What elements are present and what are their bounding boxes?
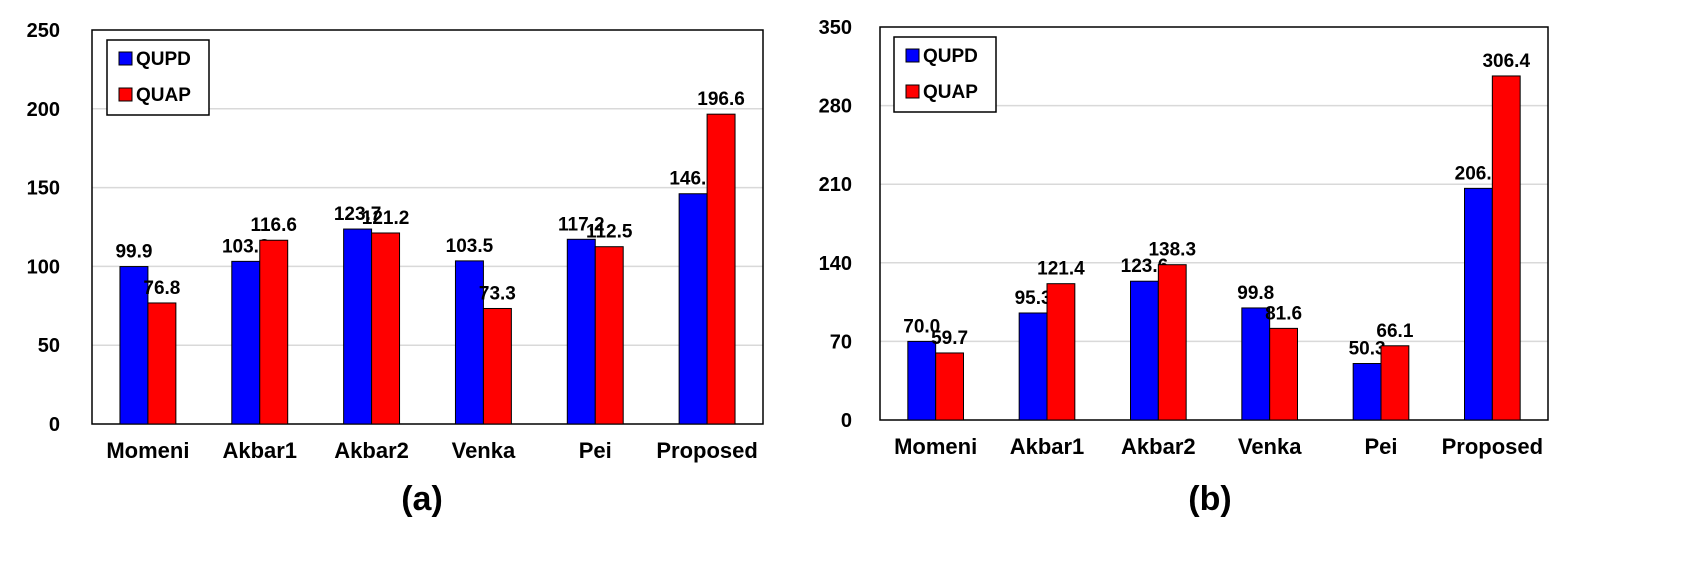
bar-qupd (119, 266, 149, 425)
bar-quap (1046, 283, 1076, 421)
bar-quap (1157, 264, 1187, 421)
data-label: 59.7 (931, 328, 968, 349)
x-tick-label: Venka (1238, 434, 1302, 459)
legend-swatch-quap (118, 87, 133, 102)
y-tick-label: 0 (841, 410, 852, 432)
y-tick-label: 250 (27, 20, 60, 42)
y-tick-label: 200 (27, 99, 60, 121)
data-label: 103.2 (222, 236, 270, 257)
bar-quap (935, 352, 965, 421)
bar-qupd (343, 228, 373, 425)
x-tick-label: Momeni (894, 434, 977, 459)
data-label: 117.2 (558, 214, 605, 235)
data-label: 73.3 (479, 283, 516, 304)
legend-swatch-quap (905, 84, 920, 99)
y-tick-label: 210 (819, 174, 852, 196)
data-label: 116.6 (250, 215, 297, 236)
bar-qupd (1352, 363, 1382, 421)
bar-quap (259, 239, 289, 425)
x-tick-label: Momeni (106, 438, 189, 463)
legend: QUPD QUAP (106, 39, 210, 116)
bar-qupd (1130, 280, 1159, 421)
legend-label: QUAP (136, 85, 191, 106)
data-label: 70.0 (903, 316, 940, 337)
y-tick-label: 70 (830, 331, 852, 353)
data-label: 306.4 (1482, 51, 1530, 72)
data-label: 112.5 (586, 222, 633, 243)
bar-qupd (566, 238, 596, 425)
legend-label: QUPD (923, 46, 978, 67)
data-label: 206.3 (1455, 163, 1503, 184)
data-label: 95.3 (1015, 288, 1052, 309)
data-label: 50.3 (1349, 339, 1386, 360)
data-label: 196.6 (697, 89, 745, 110)
legend: QUPD QUAP (893, 36, 997, 113)
plot-frame (879, 26, 1549, 421)
bar-qupd (1241, 307, 1271, 421)
x-tick-label: Venka (452, 438, 516, 463)
bar-qupd (907, 340, 937, 421)
data-label: 123.6 (1121, 256, 1169, 277)
y-tick-label: 350 (819, 17, 852, 39)
x-tick-label: Akbar2 (334, 438, 409, 463)
data-label: 76.8 (143, 278, 180, 299)
x-tick-label: Pei (579, 438, 612, 463)
x-tick-label: Akbar1 (222, 438, 297, 463)
bar-quap (594, 246, 624, 425)
data-label: 99.9 (115, 242, 152, 263)
bar-quap (1491, 75, 1521, 421)
bar-quap (371, 232, 401, 425)
bar-quap (706, 113, 736, 425)
y-tick-label: 150 (27, 178, 60, 200)
data-label: 103.5 (446, 236, 494, 257)
chart-caption: (a) (401, 480, 443, 518)
y-tick-label: 280 (819, 96, 852, 118)
data-label: 99.8 (1237, 283, 1274, 304)
x-tick-label: Akbar2 (1121, 434, 1196, 459)
legend-swatch-qupd (118, 51, 133, 66)
y-tick-label: 50 (38, 335, 60, 357)
data-label: 121.2 (362, 208, 410, 229)
x-tick-label: Pei (1364, 434, 1397, 459)
bar-quap (147, 302, 177, 425)
bar-qupd (231, 260, 261, 425)
legend-label: QUPD (136, 49, 191, 70)
data-label: 121.4 (1037, 259, 1085, 280)
chart-b: 0 70 140 210 280 350 70.059.7 Momeni 95.3 121.4 Ak… (819, 17, 1549, 518)
data-label: 81.6 (1265, 303, 1302, 324)
y-tick-label: 0 (49, 414, 60, 436)
data-label: 123.7 (334, 204, 382, 225)
bar-qupd (1464, 187, 1493, 421)
x-tick-label: Proposed (656, 438, 757, 463)
legend-swatch-qupd (905, 48, 920, 63)
bar-quap (1269, 327, 1298, 421)
x-tick-label: Akbar1 (1010, 434, 1085, 459)
y-tick-label: 100 (27, 256, 60, 278)
bar-quap (1380, 345, 1410, 421)
bar-qupd (678, 193, 708, 425)
plot-frame (91, 29, 764, 425)
bar-quap (482, 307, 512, 425)
data-label: 138.3 (1148, 240, 1196, 261)
x-tick-label: Proposed (1442, 434, 1543, 459)
bar-qupd (1018, 312, 1048, 421)
legend-label: QUAP (923, 82, 978, 103)
data-label: 66.1 (1376, 321, 1413, 342)
chart-caption: (b) (1188, 480, 1231, 518)
y-tick-label: 140 (819, 253, 852, 275)
data-label: 146.1 (669, 169, 717, 190)
